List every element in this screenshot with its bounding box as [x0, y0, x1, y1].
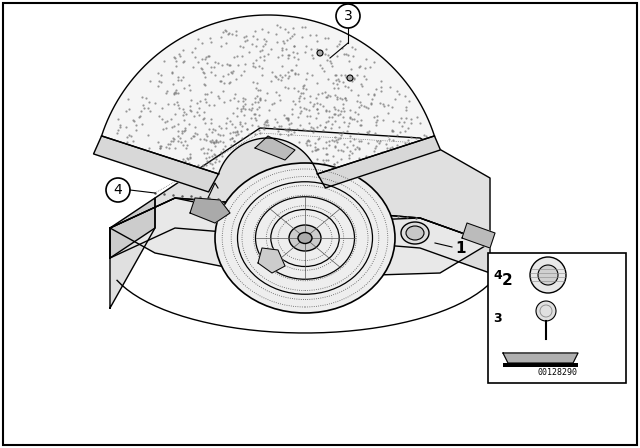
Text: 4: 4: [114, 183, 122, 197]
Text: 1: 1: [455, 241, 465, 255]
Text: 3: 3: [344, 9, 353, 23]
Polygon shape: [110, 128, 490, 308]
Circle shape: [347, 75, 353, 81]
Polygon shape: [317, 136, 440, 188]
Polygon shape: [93, 136, 218, 192]
Polygon shape: [462, 223, 495, 248]
Circle shape: [317, 50, 323, 56]
Ellipse shape: [298, 233, 312, 244]
Circle shape: [538, 265, 558, 285]
Text: 3: 3: [493, 311, 502, 324]
Text: 00128290: 00128290: [537, 368, 577, 377]
Polygon shape: [258, 248, 285, 273]
Circle shape: [106, 178, 130, 202]
Circle shape: [336, 4, 360, 28]
Bar: [503, 363, 578, 367]
Text: 4: 4: [493, 268, 502, 281]
Polygon shape: [255, 136, 295, 160]
Ellipse shape: [401, 222, 429, 244]
Bar: [488, 253, 626, 383]
Ellipse shape: [289, 225, 321, 251]
Polygon shape: [110, 198, 155, 258]
Text: 2: 2: [502, 272, 513, 288]
Polygon shape: [110, 198, 490, 278]
Polygon shape: [503, 353, 578, 363]
Ellipse shape: [215, 163, 395, 313]
Polygon shape: [190, 198, 230, 223]
Circle shape: [536, 301, 556, 321]
Circle shape: [530, 257, 566, 293]
Polygon shape: [110, 198, 490, 273]
Polygon shape: [102, 15, 435, 174]
Ellipse shape: [406, 226, 424, 240]
